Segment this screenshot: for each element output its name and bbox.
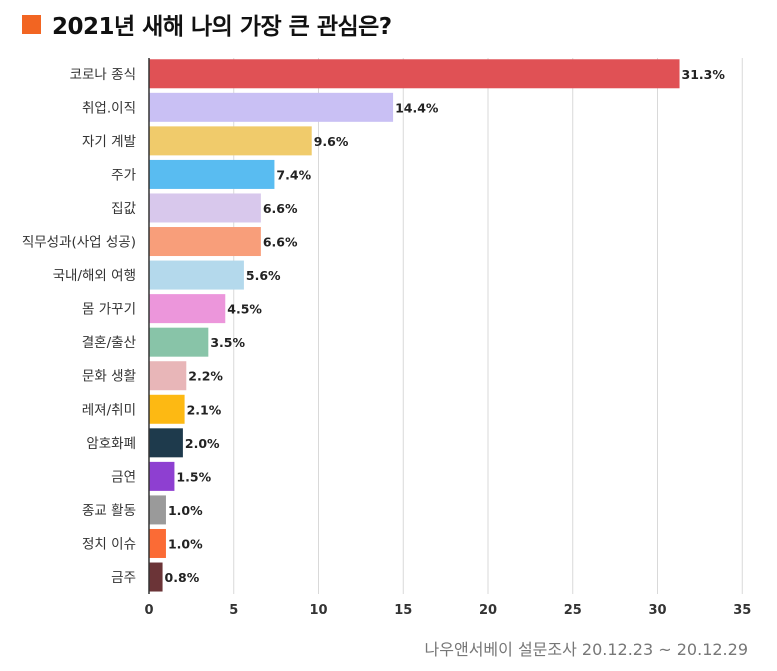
data-label: 9.6% bbox=[314, 134, 349, 149]
data-label: 6.6% bbox=[263, 201, 298, 216]
data-label: 1.0% bbox=[168, 536, 203, 551]
source-note: 나우앤서베이 설문조사 20.12.23 ~ 20.12.29 bbox=[424, 640, 748, 659]
bar bbox=[149, 428, 183, 458]
data-label: 2.1% bbox=[187, 402, 222, 417]
bar bbox=[149, 562, 163, 592]
category-label: 금연 bbox=[111, 469, 136, 485]
bar bbox=[149, 495, 166, 525]
x-tick-label: 30 bbox=[648, 603, 666, 618]
title-block: 2021년 새해 나의 가장 큰 관심은? bbox=[22, 8, 392, 40]
category-label: 암호화폐 bbox=[86, 436, 136, 452]
bar bbox=[149, 327, 209, 357]
x-tick-label: 25 bbox=[564, 603, 582, 618]
grid-lines bbox=[233, 58, 743, 594]
category-label: 몸 가꾸기 bbox=[82, 302, 136, 318]
data-label: 6.6% bbox=[263, 235, 298, 250]
category-label: 종교 활동 bbox=[82, 503, 136, 519]
bar bbox=[149, 361, 187, 391]
category-label: 결혼/출산 bbox=[82, 335, 136, 351]
category-label: 주가 bbox=[111, 167, 136, 183]
bar bbox=[149, 260, 244, 290]
category-label: 문화 생활 bbox=[82, 369, 136, 385]
bar bbox=[149, 394, 185, 424]
data-label: 5.6% bbox=[246, 268, 281, 283]
title-square-icon bbox=[22, 14, 41, 34]
x-tick-label: 0 bbox=[144, 603, 153, 618]
data-label: 7.4% bbox=[276, 167, 311, 182]
bar bbox=[149, 126, 312, 156]
bar bbox=[149, 528, 166, 558]
category-label: 취업.이직 bbox=[82, 100, 136, 116]
data-label: 14.4% bbox=[395, 100, 439, 115]
bar-chart: 0 5 10 15 20 25 30 35 코로나 종식 31.3% 취업.이직 14.4% 자기 계발… bbox=[22, 58, 751, 618]
data-label: 2.0% bbox=[185, 436, 220, 451]
bar bbox=[149, 92, 394, 122]
bar bbox=[149, 461, 175, 491]
bars bbox=[149, 59, 680, 592]
category-label: 직무성과(사업 성공) bbox=[22, 235, 136, 251]
x-tick-label: 15 bbox=[394, 603, 412, 618]
category-label: 레져/취미 bbox=[82, 402, 136, 418]
category-label: 집값 bbox=[111, 201, 136, 217]
x-tick-label: 10 bbox=[309, 603, 327, 618]
x-tick-label: 20 bbox=[479, 603, 497, 618]
bar bbox=[149, 59, 680, 89]
data-label: 1.5% bbox=[176, 469, 211, 484]
category-label: 금주 bbox=[111, 570, 136, 586]
data-label: 2.2% bbox=[188, 369, 223, 384]
category-label: 코로나 종식 bbox=[70, 67, 136, 83]
chart-title: 2021년 새해 나의 가장 큰 관심은? bbox=[52, 14, 392, 40]
bar bbox=[149, 193, 261, 223]
data-label: 0.8% bbox=[165, 570, 200, 585]
category-label: 자기 계발 bbox=[82, 134, 136, 150]
data-label: 3.5% bbox=[210, 335, 245, 350]
data-label: 4.5% bbox=[227, 302, 262, 317]
axes: 0 5 10 15 20 25 30 35 코로나 종식 31.3% 취업.이직 14.4% 자기 계발… bbox=[22, 58, 751, 618]
category-label: 국내/해외 여행 bbox=[53, 268, 136, 284]
x-tick-label: 35 bbox=[733, 603, 751, 618]
category-label: 정치 이슈 bbox=[82, 536, 136, 552]
bar bbox=[149, 227, 261, 257]
data-label: 31.3% bbox=[682, 67, 726, 82]
x-tick-label: 5 bbox=[229, 603, 238, 618]
data-label: 1.0% bbox=[168, 503, 203, 518]
bar bbox=[149, 159, 275, 189]
bar bbox=[149, 294, 226, 324]
